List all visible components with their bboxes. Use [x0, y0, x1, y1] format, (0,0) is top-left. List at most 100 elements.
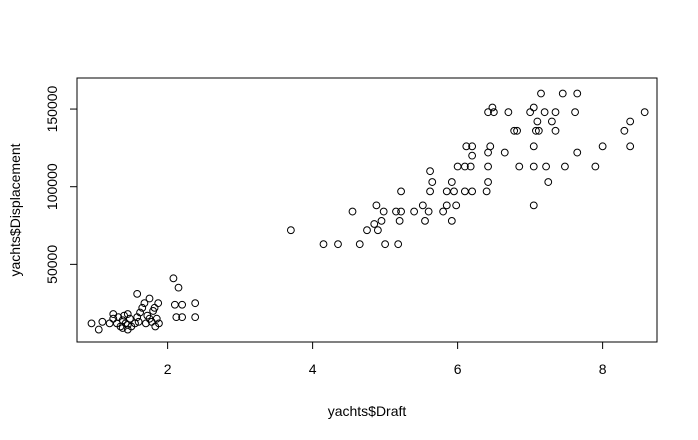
data-point [500, 148, 509, 157]
data-point [155, 319, 163, 328]
data-point [123, 310, 132, 318]
data-point [533, 117, 542, 126]
data-point [372, 201, 381, 210]
data-point [532, 126, 540, 135]
data-point [504, 108, 513, 117]
data-point [468, 187, 477, 196]
data-point [447, 178, 456, 186]
data-point [620, 126, 629, 135]
data-point [640, 108, 649, 117]
data-point [510, 126, 519, 135]
data-point [379, 207, 388, 216]
data-point [439, 207, 448, 216]
data-point [178, 313, 187, 322]
data-point [105, 319, 114, 328]
x-tick-label: 8 [599, 361, 607, 377]
data-point [626, 117, 635, 126]
data-point [484, 108, 492, 117]
data-point [397, 207, 405, 216]
x-tick-label: 4 [309, 361, 317, 377]
data-point [460, 162, 469, 171]
data-point [421, 216, 429, 225]
data-point [513, 126, 521, 135]
data-point [484, 178, 492, 186]
data-point [178, 300, 187, 309]
data-point [453, 162, 462, 171]
data-points [87, 89, 649, 334]
data-point [395, 216, 404, 225]
data-point [529, 162, 538, 171]
data-point [442, 187, 451, 196]
data-point [152, 314, 161, 323]
data-point [140, 299, 149, 308]
data-point [98, 317, 107, 326]
data-point [468, 151, 477, 160]
data-point [515, 162, 524, 171]
data-point [363, 226, 371, 235]
data-point [573, 89, 582, 98]
data-point [591, 162, 600, 171]
data-point [418, 201, 427, 210]
y-axis: 50000 100000 150000 [44, 85, 78, 284]
data-point [460, 187, 469, 196]
data-point [109, 310, 118, 318]
data-point [134, 317, 143, 326]
y-axis-title: yachts$Displacement [7, 143, 23, 276]
data-point [348, 207, 357, 216]
data-point [145, 294, 154, 303]
data-point [394, 240, 403, 249]
data-point [551, 126, 560, 135]
data-point [540, 108, 549, 117]
data-point [174, 283, 183, 292]
data-point [370, 220, 379, 228]
data-point [462, 142, 471, 151]
data-point [133, 289, 142, 298]
data-point [169, 274, 178, 283]
data-point [598, 142, 607, 151]
data-point [373, 226, 382, 235]
x-tick-label: 6 [454, 361, 462, 377]
data-point [626, 142, 635, 151]
x-axis-title: yachts$Draft [328, 403, 407, 419]
data-point [138, 303, 147, 312]
data-point [489, 108, 498, 117]
data-point [136, 308, 144, 317]
y-tick-label: 50000 [44, 245, 60, 284]
data-point [486, 142, 495, 151]
data-point [537, 89, 545, 98]
data-point [529, 201, 538, 210]
data-point [544, 178, 553, 186]
data-point [170, 300, 179, 309]
data-point [286, 226, 295, 235]
data-point [428, 178, 437, 186]
data-point [118, 324, 127, 332]
data-point [558, 89, 567, 98]
data-point [450, 187, 458, 196]
data-point [120, 311, 129, 320]
x-axis: 2 4 6 8 [164, 341, 607, 377]
data-point [172, 313, 181, 322]
data-point [484, 162, 492, 171]
data-point [410, 207, 419, 216]
data-point [529, 142, 538, 151]
data-point [191, 313, 200, 322]
data-point [529, 103, 538, 112]
data-point [424, 207, 433, 216]
data-point [94, 325, 103, 334]
data-point [571, 108, 579, 117]
data-point [377, 216, 386, 225]
x-tick-label: 2 [164, 361, 172, 377]
data-point [426, 187, 434, 196]
data-point [442, 201, 451, 210]
y-tick-label: 100000 [44, 163, 60, 210]
data-point [334, 240, 342, 249]
data-point [561, 162, 569, 171]
data-point [397, 187, 405, 196]
y-tick-label: 150000 [44, 85, 60, 132]
data-point [381, 240, 390, 249]
data-point [573, 148, 582, 157]
data-point [551, 108, 560, 117]
data-point [482, 187, 491, 196]
data-point [426, 167, 434, 176]
